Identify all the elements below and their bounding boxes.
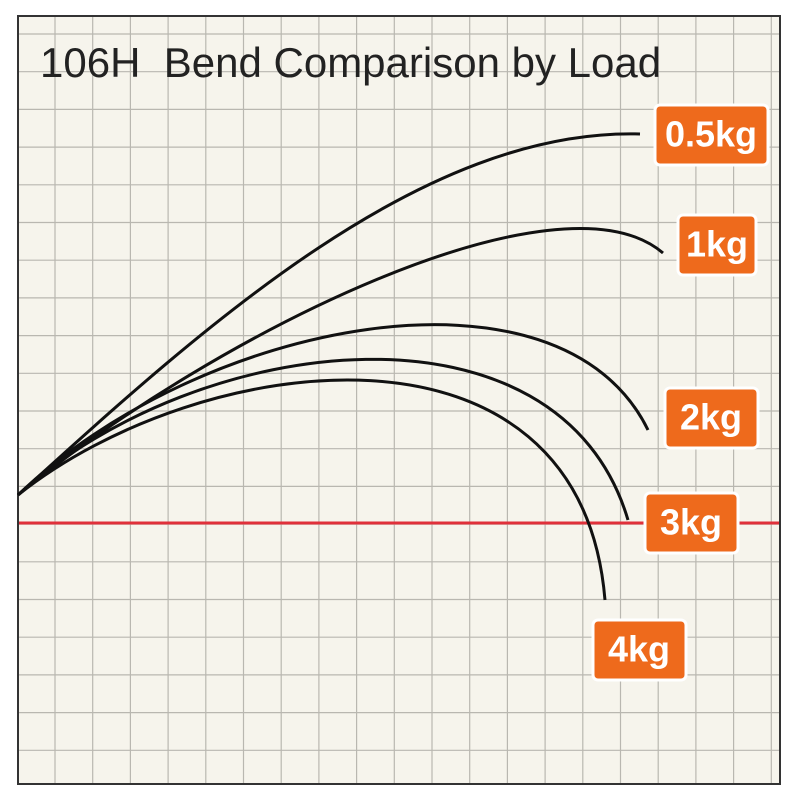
badge: 0.5kg	[653, 103, 770, 167]
badge-label: 2kg	[680, 397, 742, 438]
curve	[16, 357, 630, 521]
badge: 1kg	[676, 213, 758, 277]
curve	[16, 323, 650, 497]
title: 106H Bend Comparison by Load	[40, 39, 661, 86]
curve	[16, 132, 641, 497]
badge-label: 3kg	[660, 502, 722, 543]
badge-box	[643, 491, 740, 555]
badge: 4kg	[591, 618, 688, 682]
badge-box	[653, 103, 770, 167]
badge-box	[663, 386, 760, 450]
badge-box	[676, 213, 758, 277]
badge-label: 1kg	[686, 224, 748, 265]
badge-label: 4kg	[608, 629, 670, 670]
curve	[17, 227, 664, 497]
curve	[17, 378, 607, 601]
curves	[16, 132, 664, 601]
badge: 3kg	[643, 491, 740, 555]
badge-label: 0.5kg	[665, 114, 757, 155]
badge: 2kg	[663, 386, 760, 450]
badge-box	[591, 618, 688, 682]
